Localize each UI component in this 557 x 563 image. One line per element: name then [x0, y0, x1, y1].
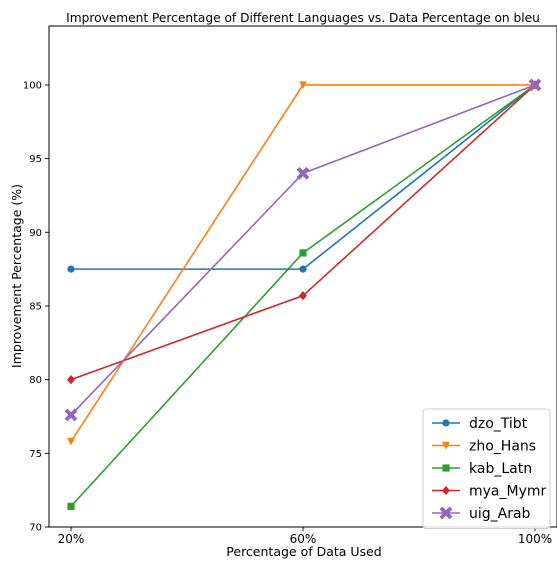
data-point-mya_Mymr-1	[299, 290, 307, 301]
legend-label-dzo_Tibt: dzo_Tibt	[469, 416, 528, 432]
data-point-zho_Hans-1	[299, 81, 307, 89]
legend: dzo_Tibt zho_Hans kab_Latn mya_Mymr uig_Arab	[422, 408, 551, 529]
y-tick-label: 90	[29, 228, 42, 239]
data-point-kab_Latn-0	[67, 502, 75, 510]
y-tick-label: 70	[29, 523, 42, 534]
y-tick-label: 75	[29, 449, 42, 460]
axes: 70 75 80 85 90 95 100 20% 60% 100%	[23, 25, 557, 546]
data-point-uig_Arab-2	[528, 78, 542, 92]
x-tick-label: 60%	[290, 532, 317, 546]
data-point-uig_Arab-0	[64, 408, 78, 422]
y-tick-label: 85	[29, 301, 42, 312]
data-point-mya_Mymr-0	[67, 374, 75, 385]
y-tick-label: 80	[29, 375, 42, 386]
y-tick-label: 95	[29, 154, 42, 165]
x-axis-title: Percentage of Data Used	[226, 544, 381, 559]
data-point-dzo_Tibt-0	[67, 265, 75, 273]
legend-label-kab_Latn: kab_Latn	[469, 461, 532, 477]
x-tick-label: 100%	[518, 532, 552, 546]
chart-title: Improvement Percentage of Different Lang…	[66, 11, 540, 25]
legend-marker-mya_Mymr	[442, 485, 450, 496]
legend-marker-kab_Latn	[442, 464, 450, 472]
legend-label-uig_Arab: uig_Arab	[469, 506, 531, 522]
legend-marker-uig_Arab	[439, 506, 453, 520]
series-line-dzo_Tibt	[71, 84, 536, 270]
legend-marker-dzo_Tibt	[442, 419, 450, 427]
plot-area	[64, 78, 542, 510]
data-point-dzo_Tibt-1	[299, 265, 307, 273]
series-line-zho_Hans	[70, 84, 535, 442]
legend-label-mya_Mymr: mya_Mymr	[469, 484, 547, 500]
x-tick-label: 20%	[58, 532, 85, 546]
y-tick-label: 100	[23, 80, 42, 91]
legend-label-zho_Hans: zho_Hans	[469, 439, 536, 455]
data-point-zho_Hans-0	[67, 437, 75, 446]
legend-marker-zho_Hans	[442, 441, 450, 450]
data-point-kab_Latn-1	[299, 249, 307, 257]
y-axis-title: Improvement Percentage (%)	[9, 184, 24, 368]
data-point-uig_Arab-1	[296, 166, 310, 180]
legend-box	[422, 408, 551, 529]
